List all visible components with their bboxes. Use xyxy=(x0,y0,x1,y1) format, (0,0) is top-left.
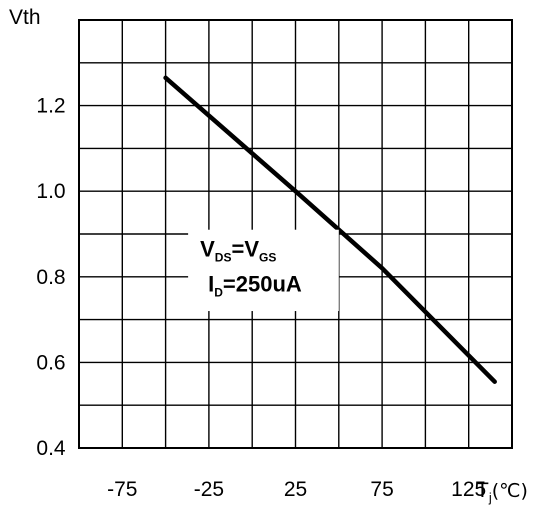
x-tick-label: 75 xyxy=(370,478,393,501)
x-axis-title-subscript: j xyxy=(488,490,492,505)
plot-border xyxy=(78,19,513,449)
y-tick-label: 1.2 xyxy=(36,95,65,118)
x-axis-title: Tj(℃) xyxy=(476,479,528,505)
y-tick-label: 0.8 xyxy=(36,266,65,289)
y-tick-label: 0.4 xyxy=(36,437,66,460)
annotation-subscript: GS xyxy=(259,251,276,265)
y-tick-label: 0.6 xyxy=(36,351,65,374)
annotation-text: I xyxy=(208,272,214,297)
x-tick-label: 25 xyxy=(284,478,307,501)
annotation-text: V xyxy=(200,237,215,262)
series-layer xyxy=(163,75,497,384)
x-axis-title-main: T xyxy=(476,479,489,502)
annotation-box xyxy=(188,229,339,312)
series-line-vth xyxy=(163,75,497,384)
x-axis-title-unit: (℃) xyxy=(492,480,528,502)
annotation-subscript: D xyxy=(214,286,223,300)
annotation-subscript: DS xyxy=(215,251,232,265)
x-tick-label: -25 xyxy=(194,478,224,501)
annotation-line-1: VDS=VGS xyxy=(200,237,276,265)
plot-frame xyxy=(78,19,513,449)
y-axis-title: Vth xyxy=(9,6,41,29)
annotation-layer: VDS=VGS ID=250uA xyxy=(188,229,339,312)
annotation-line-2: ID=250uA xyxy=(208,272,302,300)
annotation-text: =V xyxy=(231,237,259,262)
annotation-text: =250uA xyxy=(223,272,302,297)
tick-labels: -75 -25 25 75 125 0.6 0.8 1.0 1.2 0.4 xyxy=(36,95,486,501)
y-tick-label: 1.0 xyxy=(36,180,65,203)
x-tick-label: -75 xyxy=(107,478,137,501)
x-tick-label: 125 xyxy=(451,478,486,501)
